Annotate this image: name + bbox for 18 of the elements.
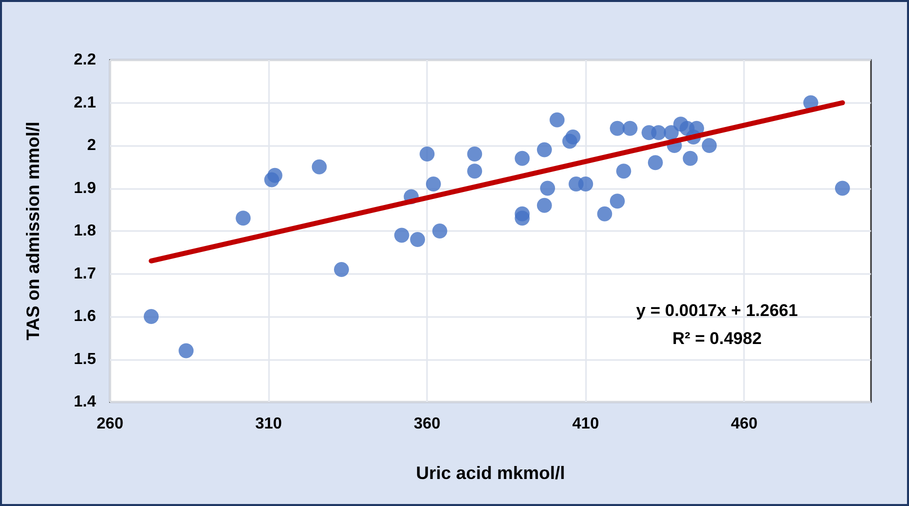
y-tick-label: 2.1 xyxy=(74,94,96,112)
x-tick-label: 260 xyxy=(96,416,124,432)
y-tick-label: 2.2 xyxy=(74,52,96,68)
y-tick-label: 1.8 xyxy=(74,222,96,240)
y-tick-label: 1.7 xyxy=(74,265,96,282)
annotation: y = 0.0017x + 1.2661 xyxy=(636,301,798,320)
x-axis-title: Uric acid mkmol/l xyxy=(416,463,566,483)
x-tick-label: 460 xyxy=(730,416,758,432)
y-tick-label: 1.9 xyxy=(74,180,96,197)
x-tick-label: 310 xyxy=(255,416,282,432)
y-tick-label: 1.4 xyxy=(74,394,96,410)
y-axis-title: TAS on admission mmol/l xyxy=(23,122,43,340)
y-tick-label: 2 xyxy=(87,137,96,154)
x-tick-label: 410 xyxy=(572,416,600,432)
x-tick-label: 360 xyxy=(414,416,441,432)
y-tick-label: 1.5 xyxy=(74,350,96,368)
annotation: R² = 0.4982 xyxy=(672,329,762,348)
y-tick-label: 1.6 xyxy=(74,308,96,325)
